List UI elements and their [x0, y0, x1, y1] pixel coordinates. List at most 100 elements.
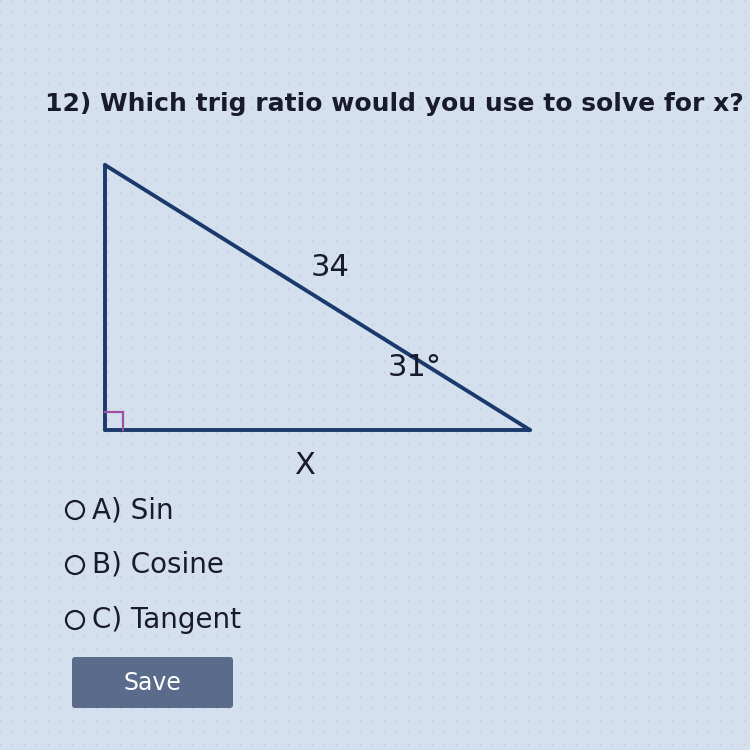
Point — [282, 90, 294, 102]
Point — [90, 90, 102, 102]
Point — [582, 630, 594, 642]
Point — [90, 414, 102, 426]
Point — [162, 210, 174, 222]
Point — [606, 78, 618, 90]
Point — [198, 402, 210, 414]
Point — [294, 90, 306, 102]
Point — [354, 234, 366, 246]
Point — [42, 498, 54, 510]
Point — [450, 666, 462, 678]
Point — [582, 486, 594, 498]
Point — [570, 18, 582, 30]
Point — [690, 510, 702, 522]
Point — [438, 66, 450, 78]
Point — [690, 522, 702, 534]
Point — [258, 270, 270, 282]
Point — [330, 618, 342, 630]
Point — [90, 570, 102, 582]
Point — [138, 678, 150, 690]
Point — [702, 570, 714, 582]
Point — [270, 318, 282, 330]
Point — [474, 450, 486, 462]
Point — [282, 546, 294, 558]
Point — [414, 702, 426, 714]
Point — [18, 6, 30, 18]
Point — [546, 546, 558, 558]
Point — [558, 246, 570, 258]
Point — [426, 510, 438, 522]
Point — [390, 678, 402, 690]
Point — [330, 438, 342, 450]
Point — [186, 342, 198, 354]
Point — [642, 246, 654, 258]
Point — [330, 630, 342, 642]
Point — [378, 642, 390, 654]
Point — [582, 0, 594, 6]
Point — [726, 354, 738, 366]
Point — [462, 414, 474, 426]
Point — [534, 162, 546, 174]
Point — [90, 306, 102, 318]
Point — [630, 594, 642, 606]
Point — [186, 522, 198, 534]
Point — [342, 438, 354, 450]
Point — [246, 258, 258, 270]
Point — [642, 150, 654, 162]
Point — [630, 270, 642, 282]
Point — [678, 642, 690, 654]
Point — [126, 342, 138, 354]
Point — [30, 450, 42, 462]
Point — [510, 462, 522, 474]
Point — [210, 318, 222, 330]
Point — [630, 18, 642, 30]
Point — [522, 726, 534, 738]
Point — [738, 642, 750, 654]
Point — [438, 390, 450, 402]
Point — [366, 30, 378, 42]
Point — [630, 678, 642, 690]
Point — [690, 570, 702, 582]
Point — [30, 666, 42, 678]
Point — [42, 90, 54, 102]
Point — [654, 234, 666, 246]
Point — [402, 438, 414, 450]
Point — [426, 582, 438, 594]
Point — [678, 558, 690, 570]
Point — [42, 426, 54, 438]
Point — [630, 138, 642, 150]
Point — [162, 42, 174, 54]
Point — [474, 678, 486, 690]
Point — [546, 342, 558, 354]
Point — [690, 678, 702, 690]
Point — [534, 546, 546, 558]
Point — [342, 126, 354, 138]
Point — [114, 18, 126, 30]
Point — [606, 378, 618, 390]
Point — [66, 126, 78, 138]
Point — [558, 354, 570, 366]
Point — [510, 366, 522, 378]
Point — [378, 138, 390, 150]
Point — [102, 438, 114, 450]
Point — [306, 414, 318, 426]
Point — [534, 6, 546, 18]
Point — [510, 150, 522, 162]
Point — [66, 450, 78, 462]
Point — [246, 210, 258, 222]
Point — [198, 618, 210, 630]
Point — [198, 642, 210, 654]
Point — [222, 186, 234, 198]
Point — [486, 594, 498, 606]
Point — [702, 726, 714, 738]
Point — [42, 450, 54, 462]
Point — [690, 618, 702, 630]
Point — [42, 234, 54, 246]
Point — [714, 6, 726, 18]
Point — [570, 258, 582, 270]
Point — [30, 462, 42, 474]
Point — [330, 162, 342, 174]
Point — [582, 402, 594, 414]
Point — [90, 186, 102, 198]
Point — [702, 450, 714, 462]
Point — [486, 486, 498, 498]
